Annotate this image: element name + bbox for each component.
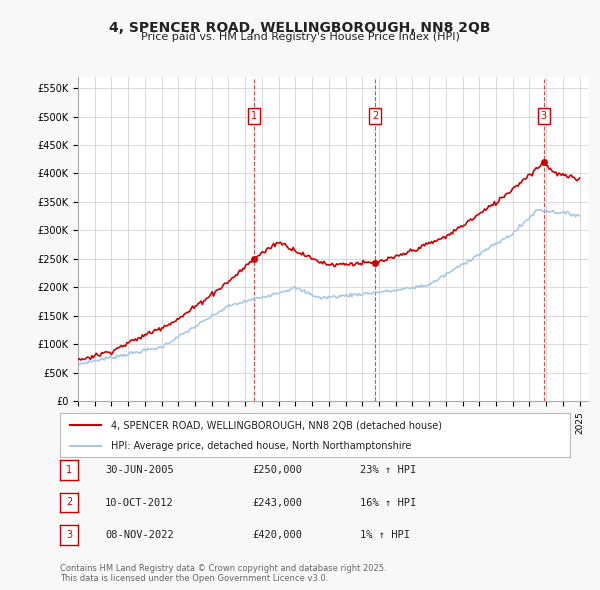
Text: £420,000: £420,000 [252,530,302,540]
Text: 2: 2 [66,497,72,507]
Text: HPI: Average price, detached house, North Northamptonshire: HPI: Average price, detached house, Nort… [111,441,412,451]
Text: 3: 3 [66,530,72,540]
Text: 4, SPENCER ROAD, WELLINGBOROUGH, NN8 2QB (detached house): 4, SPENCER ROAD, WELLINGBOROUGH, NN8 2QB… [111,421,442,430]
Text: 2: 2 [372,111,379,120]
Text: 10-OCT-2012: 10-OCT-2012 [105,498,174,507]
Text: £250,000: £250,000 [252,466,302,475]
Text: 4, SPENCER ROAD, WELLINGBOROUGH, NN8 2QB: 4, SPENCER ROAD, WELLINGBOROUGH, NN8 2QB [109,21,491,35]
Text: 1: 1 [251,111,257,120]
Text: 08-NOV-2022: 08-NOV-2022 [105,530,174,540]
Text: 1% ↑ HPI: 1% ↑ HPI [360,530,410,540]
Text: 3: 3 [541,111,547,120]
Text: 30-JUN-2005: 30-JUN-2005 [105,466,174,475]
Text: 1: 1 [66,465,72,475]
Text: 23% ↑ HPI: 23% ↑ HPI [360,466,416,475]
Text: £243,000: £243,000 [252,498,302,507]
Text: Price paid vs. HM Land Registry's House Price Index (HPI): Price paid vs. HM Land Registry's House … [140,32,460,42]
Text: Contains HM Land Registry data © Crown copyright and database right 2025.
This d: Contains HM Land Registry data © Crown c… [60,563,386,583]
Text: 16% ↑ HPI: 16% ↑ HPI [360,498,416,507]
